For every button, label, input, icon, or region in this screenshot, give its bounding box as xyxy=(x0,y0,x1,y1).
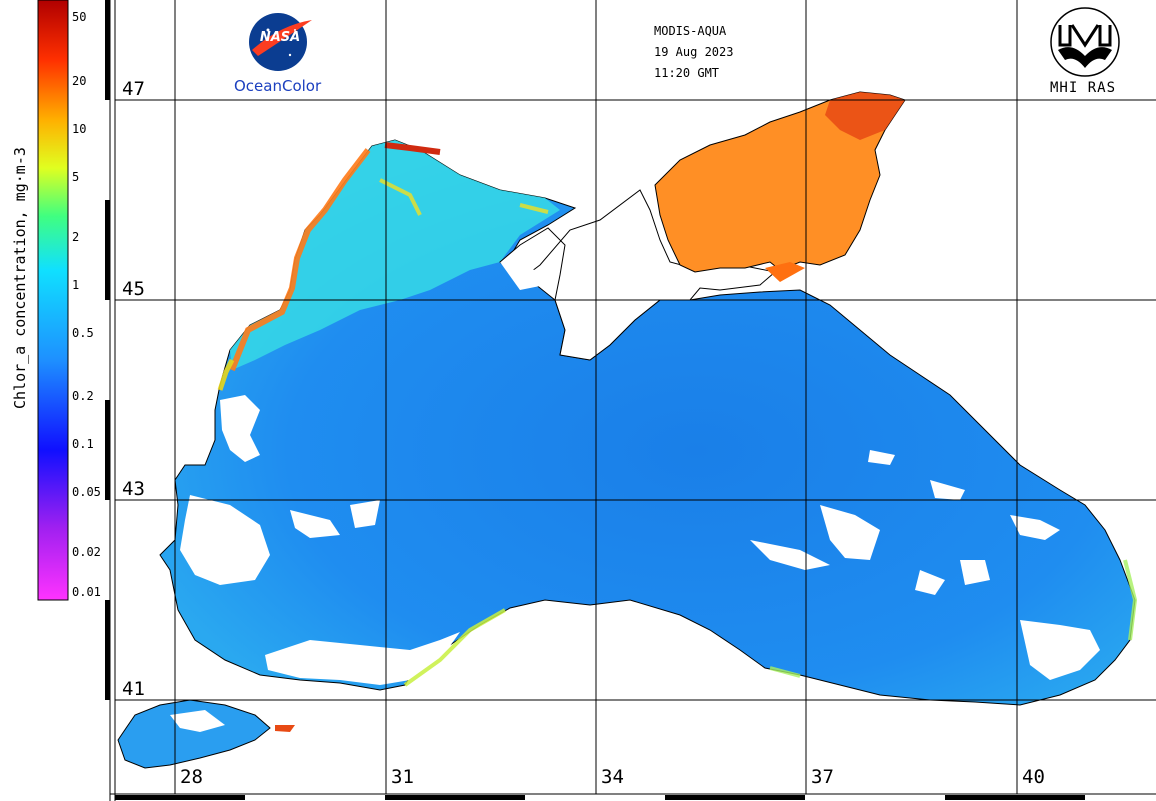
nasa-logo xyxy=(249,13,312,71)
graticule xyxy=(115,0,1156,794)
colorbar-tick: 0.05 xyxy=(72,485,101,499)
latitude-label: 47 xyxy=(120,78,147,100)
longitude-label: 40 xyxy=(1020,766,1047,788)
colorbar-tick: 20 xyxy=(72,74,87,88)
south-coast-bloom xyxy=(403,608,506,687)
colorbar-tick: 1 xyxy=(72,278,80,292)
colorbar-tick: 0.1 xyxy=(72,437,94,451)
dnieper-bloom xyxy=(384,142,441,155)
colorbar-tick: 10 xyxy=(72,122,87,136)
frame-ticks xyxy=(105,0,1156,801)
nasa-logo-text: NASA xyxy=(259,30,301,45)
nw-coast-bloom xyxy=(229,148,371,372)
colorbar-tick: 0.2 xyxy=(72,389,94,403)
colorbar-tick: 0.01 xyxy=(72,585,101,599)
acquisition-time: 11:20 GMT xyxy=(654,66,720,80)
north-coast-yellow xyxy=(379,178,549,216)
danube-bloom xyxy=(217,358,235,391)
nw-shelf-high-chlorophyll xyxy=(230,140,560,370)
colorbar-tick: 0.5 xyxy=(72,326,94,340)
latitude-label: 41 xyxy=(120,678,147,700)
sensor-name: MODIS-AQUA xyxy=(654,24,727,38)
colorbar-ramp xyxy=(37,0,69,601)
mhi-ras-logo xyxy=(1050,7,1120,77)
latitude-label: 43 xyxy=(120,478,147,500)
nasa-oceancolor-caption: OceanColor xyxy=(234,77,322,95)
colorbar-tick: 0.02 xyxy=(72,545,101,559)
sea-of-azov xyxy=(654,91,906,273)
crimea-land xyxy=(499,189,777,361)
longitude-label: 31 xyxy=(389,766,416,788)
acquisition-date: 19 Aug 2023 xyxy=(654,45,734,59)
marmara-bloom xyxy=(275,725,295,732)
mhi-ras-caption: MHI RAS xyxy=(1050,80,1117,96)
longitude-label: 37 xyxy=(809,766,836,788)
cloud-mask xyxy=(170,262,1100,732)
colorbar-tick: 5 xyxy=(72,170,80,184)
east-coast-bloom xyxy=(769,559,1138,678)
colorbar-title: Chlor_a concentration, mg·m-3 xyxy=(11,147,29,409)
colorbar-tick: 50 xyxy=(72,10,87,24)
sea-of-marmara xyxy=(117,699,271,769)
latitude-label: 45 xyxy=(120,278,147,300)
longitude-label: 28 xyxy=(178,766,205,788)
colorbar-tick: 2 xyxy=(72,230,80,244)
azov-bloom xyxy=(825,92,905,140)
kerch-bloom xyxy=(765,262,805,282)
longitude-label: 34 xyxy=(599,766,626,788)
